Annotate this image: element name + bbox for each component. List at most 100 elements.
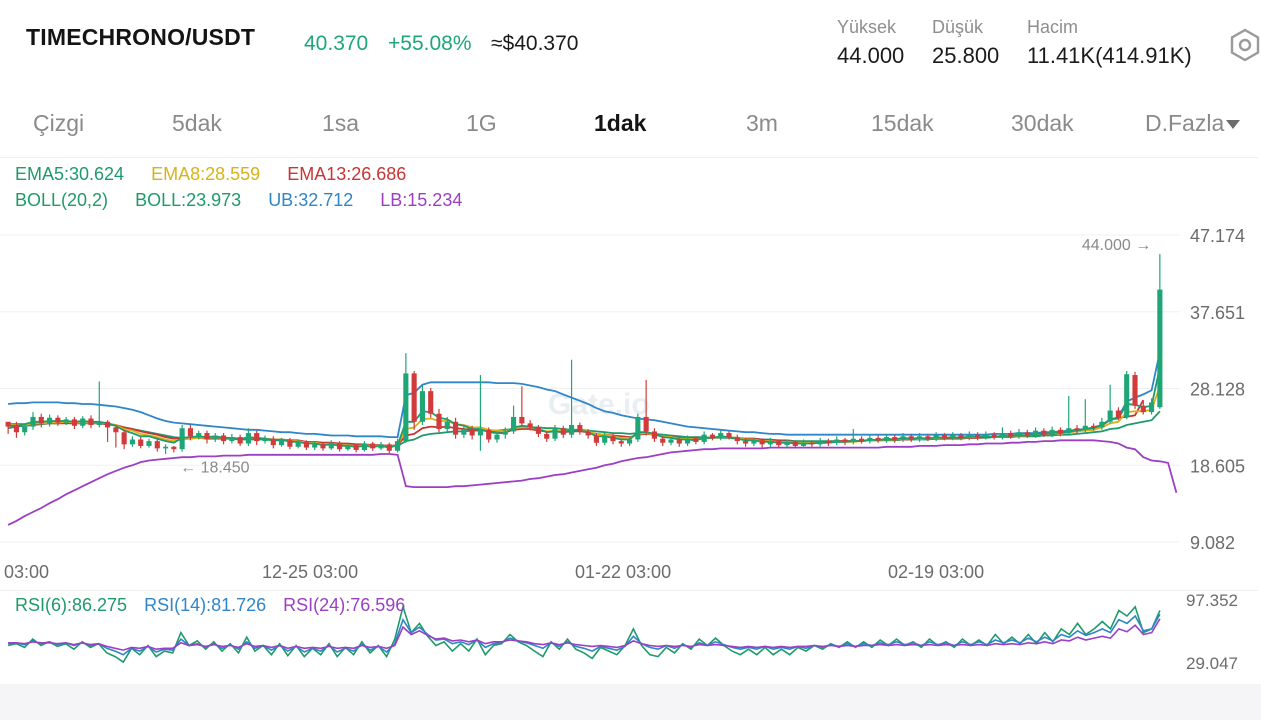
candle-body — [917, 436, 923, 439]
candle-body — [941, 435, 947, 438]
candle-body — [146, 441, 152, 446]
candle-body — [842, 439, 848, 442]
rsi6-legend: RSI(6):86.275 — [15, 595, 128, 615]
candle-body — [5, 421, 11, 427]
candle-body — [1107, 410, 1113, 422]
y-tick-label: 18.605 — [1190, 456, 1245, 476]
candle-body — [320, 444, 326, 449]
candle-body — [1066, 428, 1072, 434]
candle-body — [444, 421, 450, 430]
ema8-legend: EMA8:28.559 — [151, 164, 261, 184]
rsi14-legend: RSI(14):81.726 — [144, 595, 267, 615]
candle-body — [279, 440, 285, 446]
x-tick-label: 03:00 — [4, 562, 49, 582]
candle-body — [80, 418, 86, 426]
candle-body — [55, 417, 61, 423]
candle-body — [229, 437, 235, 442]
candle-body — [817, 441, 823, 445]
candle-body — [38, 416, 44, 424]
candle-body — [693, 438, 699, 442]
pair-title[interactable]: TIMECHRONO/USDT — [26, 24, 256, 50]
candle-body — [602, 436, 608, 443]
candle-body — [154, 441, 160, 449]
candle-body — [262, 438, 268, 442]
candle-body — [370, 443, 376, 449]
candle-body — [958, 435, 964, 438]
candle-body — [1099, 421, 1105, 428]
tab-3min[interactable]: 3m — [746, 110, 778, 136]
low-stat: Düşük 25.800 — [932, 17, 999, 69]
candle-body — [419, 391, 425, 422]
candle-body — [991, 434, 997, 438]
candle-body — [1049, 429, 1055, 435]
last-price: 40.370 — [304, 32, 369, 55]
candle-body — [983, 434, 989, 438]
tab-30min[interactable]: 30dak — [1011, 110, 1074, 136]
candle-body — [303, 441, 309, 448]
volume-value: 11.41K(414.91K) — [1027, 43, 1192, 68]
candle-body — [494, 434, 500, 440]
candle-body — [47, 417, 53, 424]
tab-1d[interactable]: 1G — [466, 110, 497, 136]
candle-body — [593, 435, 599, 443]
candle-body — [1140, 405, 1146, 413]
tab-5min[interactable]: 5dak — [172, 110, 222, 136]
ema5-legend: EMA5:30.624 — [15, 164, 125, 184]
candle-body — [378, 444, 384, 449]
candle-body — [1016, 432, 1022, 437]
candle-body — [163, 446, 169, 449]
candle-body — [801, 442, 807, 446]
candle-body — [627, 439, 633, 444]
boll-params-legend: BOLL(20,2) — [15, 190, 109, 210]
candle-body — [552, 428, 558, 439]
candle-body — [511, 416, 517, 432]
price-chart[interactable]: 47.174 37.651 28.128 18.605 9.082 Gate.io 03:0… — [0, 158, 1261, 590]
y-tick-label: 37.651 — [1190, 303, 1245, 323]
candle-body — [171, 446, 177, 450]
boll-mid-legend: BOLL:23.973 — [135, 190, 242, 210]
candle-body — [825, 441, 831, 443]
candle-body — [709, 434, 715, 438]
candle-body — [767, 441, 773, 445]
settings-icon[interactable] — [1228, 28, 1261, 62]
volume-label: Hacim — [1027, 17, 1079, 37]
tab-1min[interactable]: 1dak — [594, 110, 647, 136]
rsi-chart[interactable]: 97.352 29.047 — [0, 590, 1261, 684]
candle-body — [875, 437, 881, 441]
tabs-divider — [0, 157, 1258, 158]
candle-body — [1115, 410, 1121, 417]
candle-body — [270, 438, 276, 446]
candle-body — [187, 428, 193, 437]
candle-body — [1041, 430, 1047, 435]
candle-body — [585, 431, 591, 436]
candle-body — [477, 429, 483, 436]
candle-body — [925, 436, 931, 439]
rsi-legend: RSI(6):86.275 RSI(14):81.726 RSI(24):76.… — [15, 595, 427, 616]
candle-body — [776, 441, 782, 446]
tab-1h[interactable]: 1sa — [322, 110, 360, 136]
watermark-text: Gate.io — [548, 388, 650, 421]
candle-body — [999, 433, 1005, 438]
candle-body — [834, 439, 840, 443]
candle-body — [88, 418, 94, 425]
candle-body — [113, 427, 119, 433]
candle-body — [900, 436, 906, 440]
candle-body — [13, 424, 19, 433]
high-label: Yüksek — [837, 17, 897, 37]
y-tick-label: 28.128 — [1190, 380, 1245, 400]
ema13-legend: EMA13:26.686 — [287, 164, 407, 184]
candle-body — [436, 413, 442, 430]
candle-body — [196, 433, 202, 437]
tab-more[interactable]: D.Fazla — [1145, 110, 1241, 137]
candle-body — [784, 441, 790, 446]
candle-body — [883, 437, 889, 441]
candle-body — [743, 441, 749, 444]
candle-body — [245, 433, 251, 444]
candle-body — [1124, 374, 1130, 417]
candle-body — [71, 419, 77, 426]
tab-15min[interactable]: 15dak — [871, 110, 934, 136]
low-value: 25.800 — [932, 43, 1000, 68]
candle-body — [254, 433, 260, 442]
tab-line[interactable]: Çizgi — [33, 110, 85, 136]
candle-body — [212, 435, 218, 440]
